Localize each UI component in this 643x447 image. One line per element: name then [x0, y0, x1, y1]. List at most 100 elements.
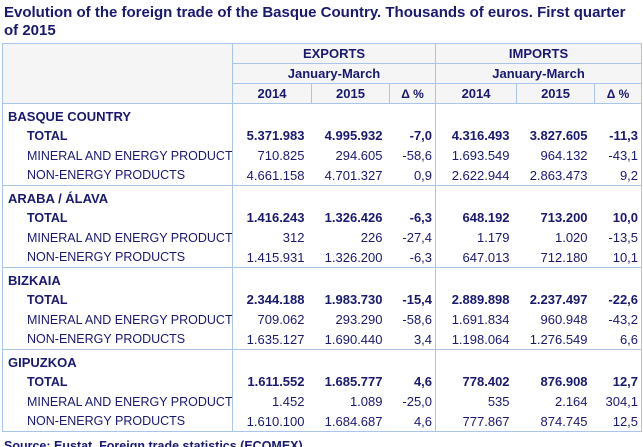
value-cell: -22,6 [594, 289, 642, 310]
value-cell: 4.995.932 [311, 125, 390, 146]
value-cell: -25,0 [389, 391, 436, 412]
col-header-exports-delta: Δ % [388, 83, 437, 104]
empty-cell [594, 103, 642, 126]
value-cell: 647.013 [435, 247, 517, 268]
data-row: NON-ENERGY PRODUCTS 1.635.127 1.690.440 3,4… [2, 329, 642, 350]
empty-cell [232, 267, 312, 290]
empty-cell [594, 349, 642, 372]
row-label: MINERAL AND ENERGY PRODUCTS [2, 391, 233, 412]
value-cell: 1.685.777 [311, 371, 390, 392]
value-cell: 1.693.549 [435, 145, 517, 166]
value-cell: 2.344.188 [232, 289, 312, 310]
value-cell: -6,3 [389, 247, 436, 268]
section-name: GIPUZKOA [2, 349, 233, 372]
value-cell: 12,7 [594, 371, 642, 392]
data-row: NON-ENERGY PRODUCTS 4.661.158 4.701.327 0,9… [2, 165, 642, 186]
value-cell: -6,3 [389, 207, 436, 228]
data-row: TOTAL 1.611.552 1.685.777 4,6 778.402 876.908… [2, 371, 642, 392]
row-label: MINERAL AND ENERGY PRODUCTS [2, 145, 233, 166]
value-cell: -43,2 [594, 309, 642, 330]
value-cell: 312 [232, 227, 312, 248]
empty-cell [594, 267, 642, 290]
value-cell: 294.605 [311, 145, 390, 166]
empty-cell [435, 267, 517, 290]
group-header-row: EXPORTS IMPORTS [2, 43, 643, 104]
value-cell: 1.179 [435, 227, 517, 248]
value-cell: -11,3 [594, 125, 642, 146]
row-label: TOTAL [2, 207, 233, 228]
value-cell: 1.415.931 [232, 247, 312, 268]
value-cell: 874.745 [516, 411, 595, 432]
value-cell: 535 [435, 391, 517, 412]
data-row: MINERAL AND ENERGY PRODUCTS 312 226 -27,4 1.… [2, 227, 642, 248]
value-cell: 713.200 [516, 207, 595, 228]
row-label: TOTAL [2, 371, 233, 392]
empty-cell [516, 103, 595, 126]
row-label: MINERAL AND ENERGY PRODUCTS [2, 227, 233, 248]
section-header-row: ARABA / ÁLAVA [2, 185, 642, 208]
value-cell: 1.610.100 [232, 411, 312, 432]
empty-cell [516, 185, 595, 208]
empty-cell [311, 349, 390, 372]
foreign-trade-table: EXPORTS IMPORTS January-March January-Ma… [2, 43, 643, 432]
value-cell: -43,1 [594, 145, 642, 166]
empty-cell [311, 267, 390, 290]
value-cell: 1.690.440 [311, 329, 390, 350]
value-cell: 3.827.605 [516, 125, 595, 146]
value-cell: 1.089 [311, 391, 390, 412]
value-cell: -7,0 [389, 125, 436, 146]
column-group-exports: EXPORTS [231, 43, 437, 64]
value-cell: 1.416.243 [232, 207, 312, 228]
data-row: TOTAL 1.416.243 1.326.426 -6,3 648.192 713.20… [2, 207, 642, 228]
value-cell: 876.908 [516, 371, 595, 392]
col-header-imports-2015: 2015 [516, 83, 596, 104]
value-cell: 648.192 [435, 207, 517, 228]
value-cell: 4,6 [389, 371, 436, 392]
column-group-imports: IMPORTS [435, 43, 643, 64]
value-cell: 4,6 [389, 411, 436, 432]
section-header-row: BASQUE COUNTRY [2, 103, 642, 126]
col-header-exports-2015: 2015 [311, 83, 390, 104]
row-label: NON-ENERGY PRODUCTS [2, 165, 233, 186]
value-cell: 1.276.549 [516, 329, 595, 350]
value-cell: 710.825 [232, 145, 312, 166]
section-header-row: BIZKAIA [2, 267, 642, 290]
table-header: EXPORTS IMPORTS January-March January-Ma… [2, 43, 643, 104]
value-cell: -15,4 [389, 289, 436, 310]
value-cell: 777.867 [435, 411, 517, 432]
value-cell: 960.948 [516, 309, 595, 330]
row-label: NON-ENERGY PRODUCTS [2, 411, 233, 432]
value-cell: 964.132 [516, 145, 595, 166]
col-header-imports-2014: 2014 [435, 83, 518, 104]
value-cell: 1.020 [516, 227, 595, 248]
section-name: BIZKAIA [2, 267, 233, 290]
value-cell: 304,1 [594, 391, 642, 412]
value-cell: 2.164 [516, 391, 595, 412]
col-header-exports-2014: 2014 [232, 83, 312, 104]
empty-cell [389, 103, 436, 126]
section-header-row: GIPUZKOA [2, 349, 642, 372]
value-cell: 0,9 [389, 165, 436, 186]
value-cell: -13,5 [594, 227, 642, 248]
data-row: MINERAL AND ENERGY PRODUCTS 1.452 1.089 -25… [2, 391, 642, 412]
empty-cell [516, 267, 595, 290]
value-cell: 3,4 [389, 329, 436, 350]
empty-cell [389, 349, 436, 372]
value-cell: 1.611.552 [232, 371, 312, 392]
value-cell: 1.452 [232, 391, 312, 412]
value-cell: 1.691.834 [435, 309, 517, 330]
value-cell: 4.701.327 [311, 165, 390, 186]
data-row: NON-ENERGY PRODUCTS 1.415.931 1.326.200 -6,… [2, 247, 642, 268]
empty-cell [311, 103, 390, 126]
value-cell: 12,5 [594, 411, 642, 432]
value-cell: 2.622.944 [435, 165, 517, 186]
row-label: TOTAL [2, 125, 233, 146]
value-cell: 1.635.127 [232, 329, 312, 350]
empty-cell [232, 349, 312, 372]
value-cell: -27,4 [389, 227, 436, 248]
corner-cell [2, 43, 233, 104]
value-cell: 4.661.158 [232, 165, 312, 186]
empty-cell [389, 185, 436, 208]
value-cell: 5.371.983 [232, 125, 312, 146]
